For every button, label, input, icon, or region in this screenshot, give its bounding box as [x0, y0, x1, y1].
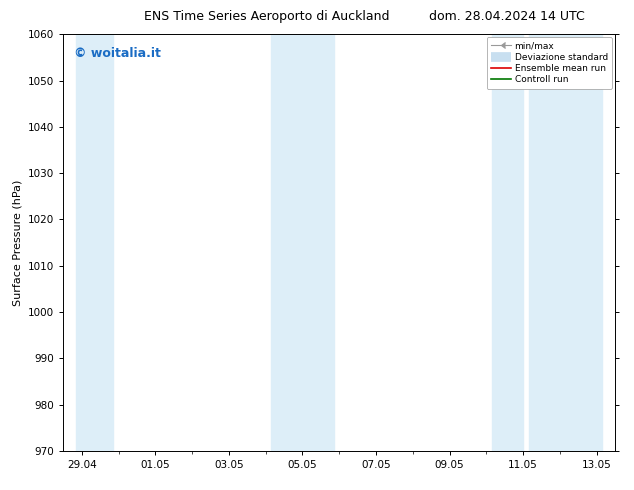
Y-axis label: Surface Pressure (hPa): Surface Pressure (hPa)	[13, 179, 23, 306]
Bar	[492, 34, 523, 451]
Text: © woitalia.it: © woitalia.it	[74, 47, 161, 60]
Bar	[271, 34, 333, 451]
Legend: min/max, Deviazione standard, Ensemble mean run, Controll run: min/max, Deviazione standard, Ensemble m…	[486, 37, 612, 89]
Text: ENS Time Series Aeroporto di Auckland: ENS Time Series Aeroporto di Auckland	[143, 10, 389, 23]
Bar	[529, 34, 602, 451]
Bar	[76, 34, 113, 451]
Text: dom. 28.04.2024 14 UTC: dom. 28.04.2024 14 UTC	[429, 10, 585, 23]
